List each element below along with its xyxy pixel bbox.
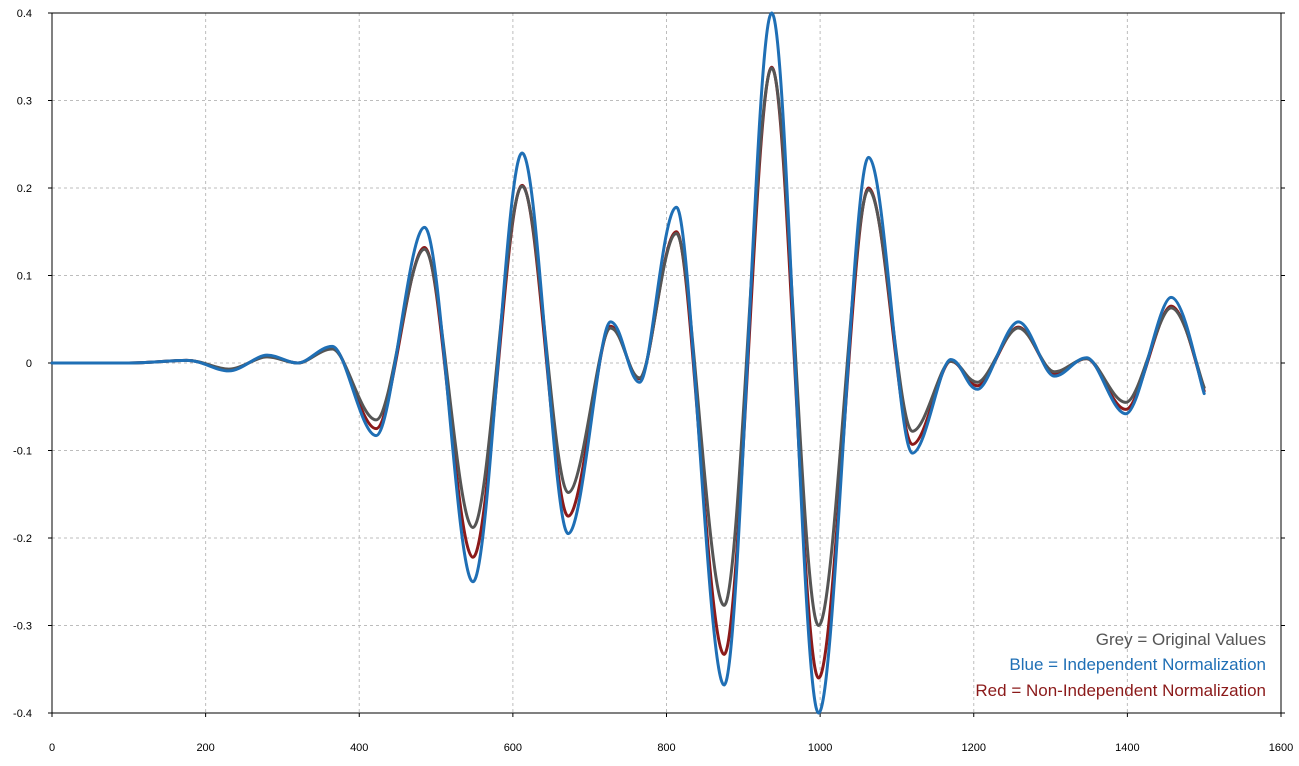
- series-line-blue: [50, 11, 1206, 715]
- y-tick-label: 0.3: [17, 96, 32, 108]
- y-tick-label: 0: [26, 358, 32, 370]
- x-tick-label: 0: [49, 742, 55, 754]
- y-tick-label: -0.2: [13, 533, 32, 545]
- y-axis-ticks: 0.4 0.3 0.2 0.1 0 -0.1 -0.2 -0.3 -0.4: [13, 8, 1285, 720]
- legend-entry-red: Red = Non-Independent Normalization: [975, 681, 1266, 700]
- y-tick-label: 0.1: [17, 271, 32, 283]
- y-tick-label: 0.2: [17, 183, 32, 195]
- x-tick-label: 1600: [1269, 742, 1293, 754]
- x-tick-label: 400: [350, 742, 368, 754]
- x-tick-label: 200: [196, 742, 214, 754]
- x-tick-label: 1200: [962, 742, 986, 754]
- x-tick-label: 600: [504, 742, 522, 754]
- series-line-grey: [50, 66, 1206, 627]
- x-axis-ticks: 0 200 400 600 800 1000 1200 1400 1600: [49, 713, 1293, 754]
- x-tick-label: 1400: [1115, 742, 1139, 754]
- x-tick-label: 800: [657, 742, 675, 754]
- y-tick-label: 0.4: [17, 8, 32, 20]
- series-lines: [50, 11, 1206, 715]
- grid: [52, 13, 1281, 713]
- legend: Grey = Original Values Blue = Independen…: [975, 630, 1266, 700]
- y-tick-label: -0.3: [13, 621, 32, 633]
- legend-entry-grey: Grey = Original Values: [1096, 630, 1266, 649]
- y-tick-label: -0.1: [13, 446, 32, 458]
- y-tick-label: -0.4: [13, 708, 32, 720]
- x-tick-label: 1000: [808, 742, 832, 754]
- legend-entry-blue: Blue = Independent Normalization: [1009, 655, 1266, 674]
- series-line-red: [50, 65, 1206, 680]
